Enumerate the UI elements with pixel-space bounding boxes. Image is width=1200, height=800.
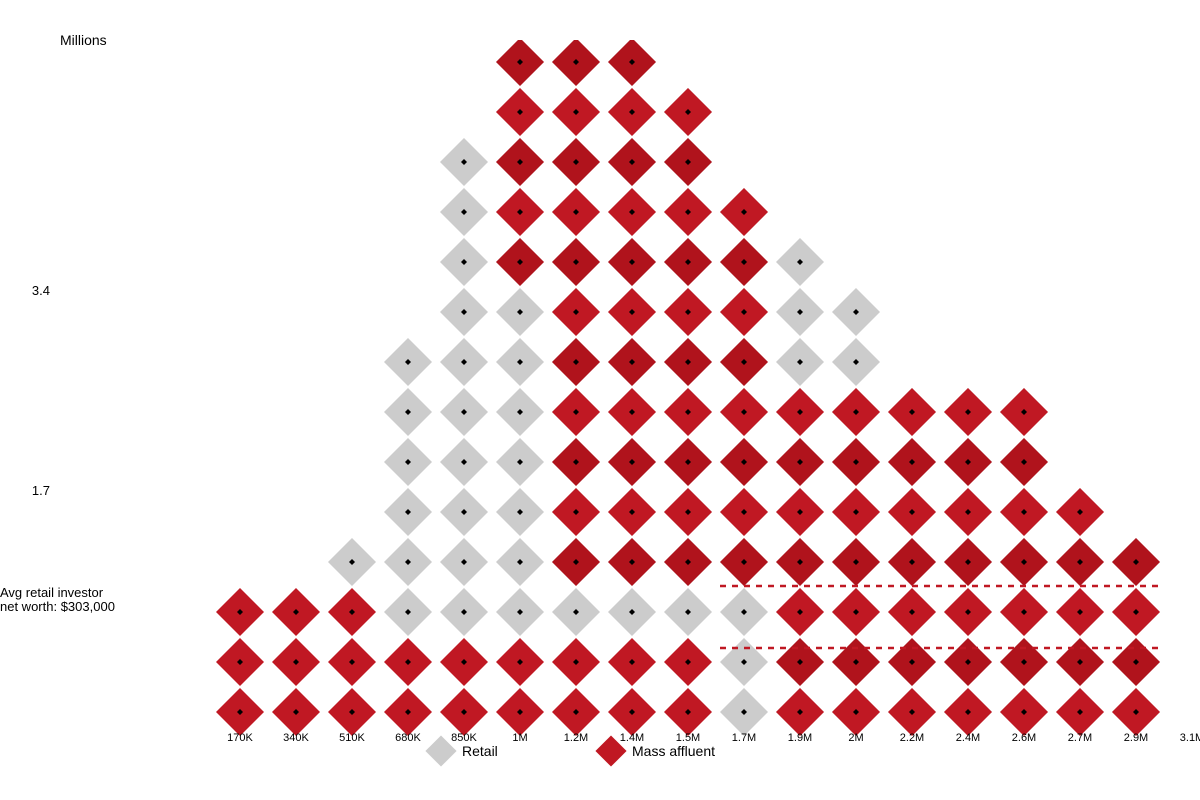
legend-swatch-retail <box>425 735 456 766</box>
x-tick-label: 1.7M <box>716 732 772 744</box>
x-tick-label: 2.4M <box>940 732 996 744</box>
x-tick-label: 2M <box>828 732 884 744</box>
legend-label-mass: Mass affluent <box>632 743 715 759</box>
y-tick-label: 1.7 <box>10 484 50 498</box>
x-tick-label: 340K <box>268 732 324 744</box>
x-tick-label: 170K <box>212 732 268 744</box>
legend-retail: Retail <box>430 740 498 762</box>
legend-swatch-mass <box>595 735 626 766</box>
x-tick-label: 2.9M <box>1108 732 1164 744</box>
y-tick-label: 3.4 <box>10 284 50 298</box>
x-tick-label: 2.6M <box>996 732 1052 744</box>
x-tick-label: 680K <box>380 732 436 744</box>
legend-mass: Mass affluent <box>600 740 715 762</box>
plot-svg <box>60 40 1160 760</box>
retail-band-label: Avg retail investornet worth: $303,000 <box>0 586 170 615</box>
x-tick-label: 1.9M <box>772 732 828 744</box>
x-tick-label: 2.2M <box>884 732 940 744</box>
x-tick-label: 1.2M <box>548 732 604 744</box>
x-tick-label: 3.1M <box>1164 732 1200 744</box>
x-tick-label: 2.7M <box>1052 732 1108 744</box>
chart: Millions 1.73.4Avg retail investornet wo… <box>60 40 1160 760</box>
x-tick-label: 510K <box>324 732 380 744</box>
legend-label-retail: Retail <box>462 743 498 759</box>
x-tick-label: 1M <box>492 732 548 744</box>
